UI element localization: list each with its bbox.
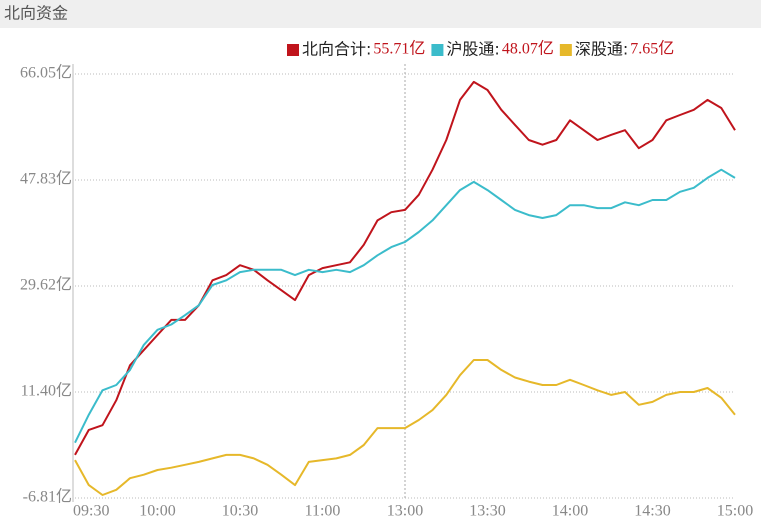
legend-value: 55.71亿 [373, 40, 425, 58]
series-line [74, 80, 736, 456]
series-line [74, 168, 736, 444]
x-tick-label: 09:30 [73, 503, 109, 520]
x-tick-label: 11:00 [305, 503, 341, 520]
x-tick-label: 10:00 [139, 503, 175, 520]
x-tick-label: 15:00 [717, 503, 753, 520]
legend-value: 7.65亿 [630, 40, 674, 58]
legend-value: 48.07亿 [502, 40, 554, 58]
legend-swatch [287, 44, 299, 56]
y-tick-label: 66.05亿 [20, 64, 72, 82]
series-line [74, 359, 736, 496]
x-tick-label: 13:00 [387, 503, 423, 520]
x-tick-label: 13:30 [469, 503, 505, 520]
x-tick-label: 14:00 [552, 503, 588, 520]
legend-label: 北向合计: [302, 40, 371, 59]
legend-label: 沪股通: [446, 40, 499, 59]
legend-swatch [431, 44, 444, 56]
x-tick-label: 10:30 [222, 503, 258, 520]
header-bar [0, 0, 761, 28]
y-tick-label: -6.81亿 [23, 488, 72, 506]
y-tick-label: 47.83亿 [20, 170, 72, 188]
page-title: 北向资金 [4, 4, 68, 23]
x-tick-label: 14:30 [634, 503, 670, 520]
y-tick-label: 11.40亿 [21, 382, 72, 400]
legend-swatch [559, 44, 572, 56]
legend-label: 深股通: [575, 40, 628, 59]
y-tick-label: 29.62亿 [20, 276, 72, 294]
